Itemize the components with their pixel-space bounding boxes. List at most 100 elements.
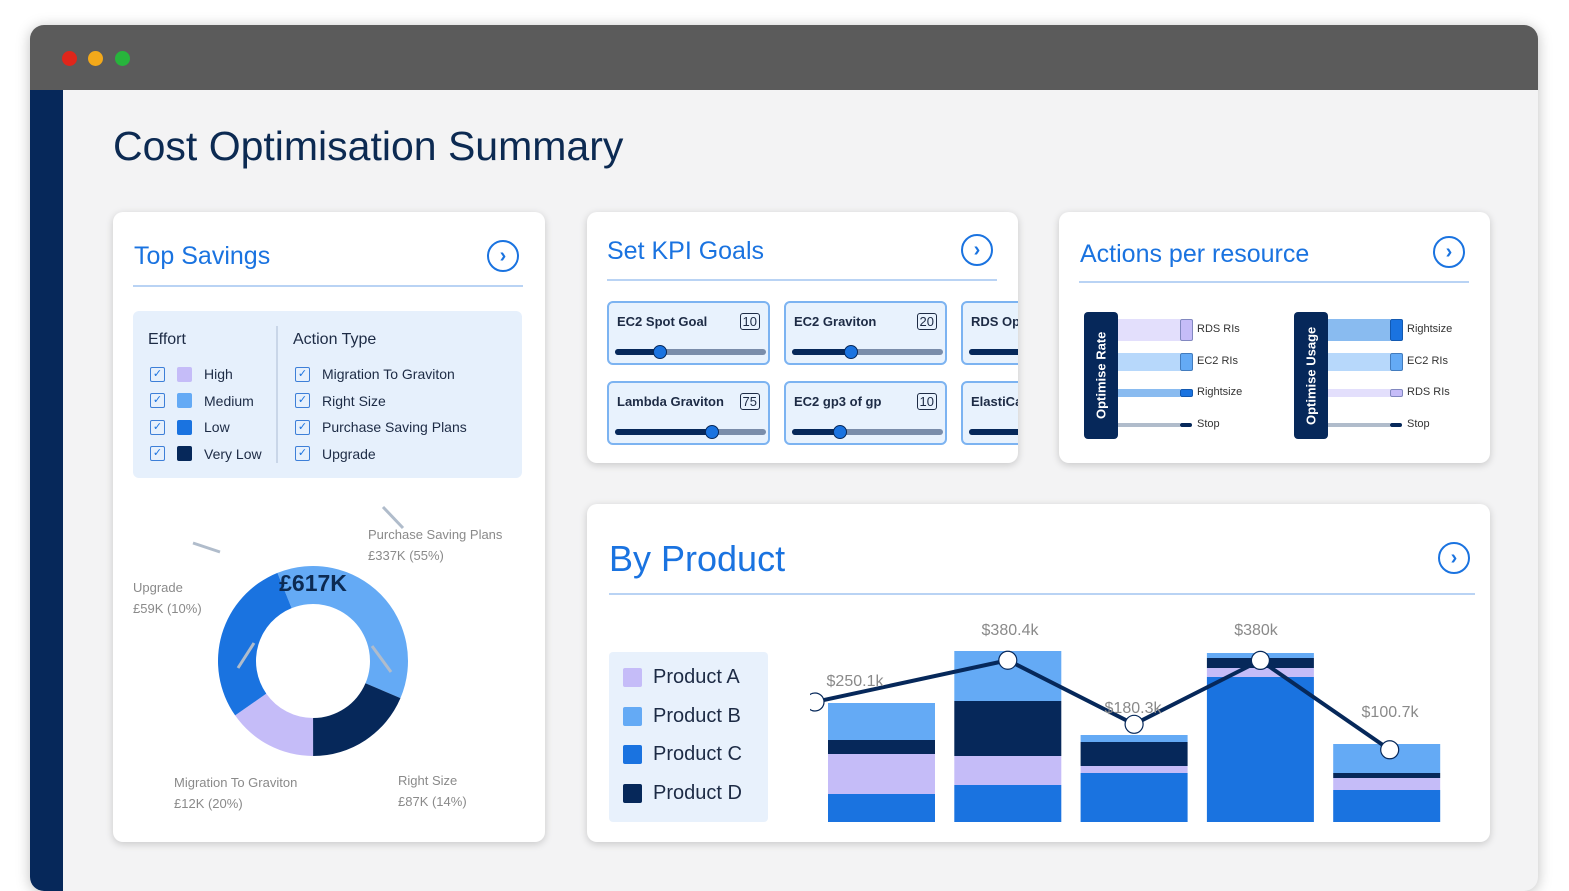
bar-segment-product-a[interactable] xyxy=(954,756,1062,785)
bar-segment-product-c[interactable] xyxy=(954,785,1062,822)
bar-segment-product-c[interactable] xyxy=(828,794,935,822)
effort-filter-0[interactable]: ✓ High xyxy=(150,366,233,382)
kpi-tile: RDS Op xyxy=(961,301,1018,365)
legend-item[interactable]: Product A xyxy=(623,666,740,689)
filter-panel: Effort Action Type ✓ High ✓ Medium ✓ Low… xyxy=(133,311,522,478)
kpi-slider[interactable] xyxy=(792,345,943,359)
card-title: By Product xyxy=(609,538,786,579)
divider xyxy=(1079,281,1469,283)
data-label: $380k xyxy=(1234,622,1279,639)
kpi-value-input[interactable]: 20 xyxy=(916,313,937,330)
donut-slice[interactable] xyxy=(277,566,409,699)
bar-segment-product-d[interactable] xyxy=(1333,773,1441,778)
chevron-right-icon: › xyxy=(1445,240,1453,263)
donut-leader-line xyxy=(370,645,393,673)
kpi-value-input[interactable]: 10 xyxy=(916,393,937,410)
donut-slice[interactable] xyxy=(313,683,401,756)
bar-segment-product-a[interactable] xyxy=(1080,766,1188,773)
bar-segment-product-d[interactable] xyxy=(954,701,1062,756)
open-top-savings-button[interactable]: › xyxy=(487,240,519,272)
divider xyxy=(607,279,997,281)
action-type-filter-1[interactable]: ✓ Right Size xyxy=(295,393,386,409)
kpi-value-input[interactable]: 10 xyxy=(739,313,760,330)
legend-item[interactable]: Product B xyxy=(623,705,741,728)
chevron-right-icon: › xyxy=(973,238,981,261)
kpi-slider[interactable] xyxy=(615,345,766,359)
kpi-tile: Lambda Graviton 75 xyxy=(607,381,770,445)
line-point[interactable] xyxy=(1380,740,1400,760)
action-bar xyxy=(1118,319,1180,341)
kpi-slider[interactable] xyxy=(969,349,1018,355)
bar-segment-product-d[interactable] xyxy=(828,740,935,754)
checkbox[interactable]: ✓ xyxy=(150,366,165,382)
bar-segment-product-d[interactable] xyxy=(1080,742,1188,766)
action-row-label: RDS RIs xyxy=(1407,386,1450,398)
bar-segment-product-c[interactable] xyxy=(1333,790,1441,822)
donut-leader-line xyxy=(236,642,256,669)
effort-color-swatch xyxy=(177,419,192,435)
action-type-filter-0[interactable]: ✓ Migration To Graviton xyxy=(295,366,455,382)
kpi-slider[interactable] xyxy=(615,425,766,439)
bar-segment-product-c[interactable] xyxy=(1080,773,1188,822)
open-by-product-button[interactable]: › xyxy=(1438,542,1470,574)
action-bar xyxy=(1328,422,1390,427)
slider-thumb[interactable] xyxy=(833,425,848,439)
line-point[interactable] xyxy=(998,650,1018,670)
effort-filter-2[interactable]: ✓ Low xyxy=(150,419,230,435)
divider xyxy=(276,326,278,463)
donut-total: £617K xyxy=(279,570,347,596)
bar-segment-product-c[interactable] xyxy=(1206,677,1314,822)
kpi-value-input[interactable]: 75 xyxy=(739,393,760,410)
line-point[interactable] xyxy=(1124,714,1144,734)
maximize-window-button[interactable] xyxy=(115,51,130,66)
bar-segment-product-a[interactable] xyxy=(828,754,935,794)
line-point[interactable] xyxy=(1250,650,1270,671)
legend-item[interactable]: Product D xyxy=(623,782,742,805)
bar-segment-product-b[interactable] xyxy=(828,703,935,740)
minimize-window-button[interactable] xyxy=(88,51,103,66)
checkbox[interactable]: ✓ xyxy=(150,446,165,461)
donut-slice[interactable] xyxy=(235,693,314,756)
data-label: $180.3k xyxy=(1105,700,1163,717)
checkbox[interactable]: ✓ xyxy=(295,419,310,435)
slider-thumb[interactable] xyxy=(843,345,858,359)
bar-segment-product-a[interactable] xyxy=(1206,668,1314,677)
sidebar xyxy=(30,90,63,891)
checkbox[interactable]: ✓ xyxy=(150,393,165,408)
divider xyxy=(133,285,523,287)
effort-filter-1[interactable]: ✓ Medium xyxy=(150,393,254,409)
bar-segment-product-b[interactable] xyxy=(1080,735,1188,742)
action-bar-cap xyxy=(1180,422,1192,427)
effort-filter-3[interactable]: ✓ Very Low xyxy=(150,446,262,462)
action-row-label: Rightsize xyxy=(1197,386,1243,398)
close-window-button[interactable] xyxy=(62,51,77,66)
kpi-slider[interactable] xyxy=(969,429,1018,435)
actions-per-resource-card: Actions per resource › Optimise Rate RDS … xyxy=(1059,212,1490,463)
card-title: Actions per resource xyxy=(1080,240,1310,268)
checkbox[interactable]: ✓ xyxy=(150,419,165,435)
legend-item[interactable]: Product C xyxy=(623,743,742,766)
kpi-goals-card: Set KPI Goals › EC2 Spot Goal 10 EC2 Gra… xyxy=(587,212,1018,463)
bar-segment-product-a[interactable] xyxy=(1333,778,1441,790)
slider-fill xyxy=(615,349,661,355)
action-bar-cap xyxy=(1390,389,1403,397)
slider-fill xyxy=(792,429,841,435)
checkbox[interactable]: ✓ xyxy=(295,446,310,461)
card-title: Top Savings xyxy=(134,242,271,270)
action-row-label: Rightsize xyxy=(1407,323,1453,335)
action-row-label: EC2 RIs xyxy=(1407,354,1448,367)
slider-thumb[interactable] xyxy=(653,345,668,359)
open-kpi-button[interactable]: › xyxy=(961,234,993,266)
action-type-filter-2[interactable]: ✓ Purchase Saving Plans xyxy=(295,419,467,435)
kpi-slider[interactable] xyxy=(792,425,943,439)
checkbox[interactable]: ✓ xyxy=(295,366,310,382)
donut-label-right-size: Right Size £87K (14%) xyxy=(398,773,467,809)
savings-donut-chart xyxy=(192,505,409,756)
donut-label-upgrade: Upgrade £59K (10%) xyxy=(133,580,202,616)
action-type-filter-3[interactable]: ✓ Upgrade xyxy=(295,446,376,462)
open-actions-button[interactable]: › xyxy=(1433,236,1465,268)
action-group-label: Optimise Rate xyxy=(1084,312,1118,439)
slider-thumb[interactable] xyxy=(704,425,719,439)
checkbox[interactable]: ✓ xyxy=(295,393,310,408)
line-point[interactable] xyxy=(810,692,825,712)
